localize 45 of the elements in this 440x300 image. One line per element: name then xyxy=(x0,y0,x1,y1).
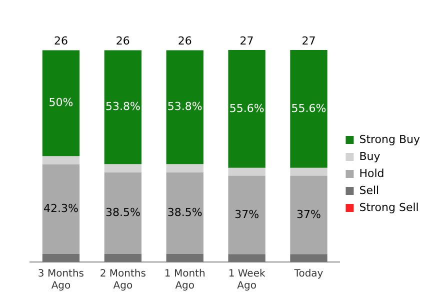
bar xyxy=(104,164,142,172)
bar xyxy=(166,164,204,172)
bar xyxy=(42,164,80,254)
bar xyxy=(290,254,328,262)
bar xyxy=(290,176,328,254)
bar xyxy=(42,156,80,164)
x-tick-label: 1 Month Ago xyxy=(164,268,206,292)
x-tick-label: 2 Months Ago xyxy=(100,268,146,292)
bar xyxy=(42,254,80,262)
bar xyxy=(290,168,328,176)
bar xyxy=(166,50,204,164)
data-label: 55.6% xyxy=(291,102,326,115)
legend-label: Hold xyxy=(359,166,384,180)
legend-label: Strong Buy xyxy=(359,132,420,146)
x-tick-label: 1 Week Ago xyxy=(228,268,266,292)
data-label: 53.8% xyxy=(167,100,202,114)
legend-label: Sell xyxy=(359,184,380,197)
text: 27 xyxy=(240,34,254,48)
bar xyxy=(228,254,266,262)
bar xyxy=(104,254,142,262)
bar xyxy=(228,168,266,176)
data-label: 38.5% xyxy=(167,206,202,219)
bar xyxy=(228,176,266,254)
bar xyxy=(104,50,142,164)
x-tick-label: 3 Months Ago xyxy=(38,268,84,292)
text: 27 xyxy=(302,34,316,48)
data-label: 50% xyxy=(48,96,74,110)
data-label: 53.8% xyxy=(105,100,140,114)
text: 26 xyxy=(178,34,192,48)
data-label: 55.6% xyxy=(229,102,264,115)
bar xyxy=(228,50,266,168)
x-tick-label: Today xyxy=(293,268,324,280)
bar xyxy=(166,254,204,262)
data-label: 37% xyxy=(234,208,260,221)
legend-label: Strong Sell xyxy=(359,200,419,214)
data-label: 38.5% xyxy=(105,206,140,219)
data-label: 37% xyxy=(296,208,321,221)
legend-label: Buy xyxy=(359,150,381,163)
data-label: 42.3% xyxy=(43,202,78,215)
text: 26 xyxy=(54,34,68,48)
bar xyxy=(42,50,80,156)
bar xyxy=(104,172,142,254)
bar xyxy=(166,172,204,254)
text: 26 xyxy=(116,34,130,48)
bar xyxy=(290,50,328,168)
